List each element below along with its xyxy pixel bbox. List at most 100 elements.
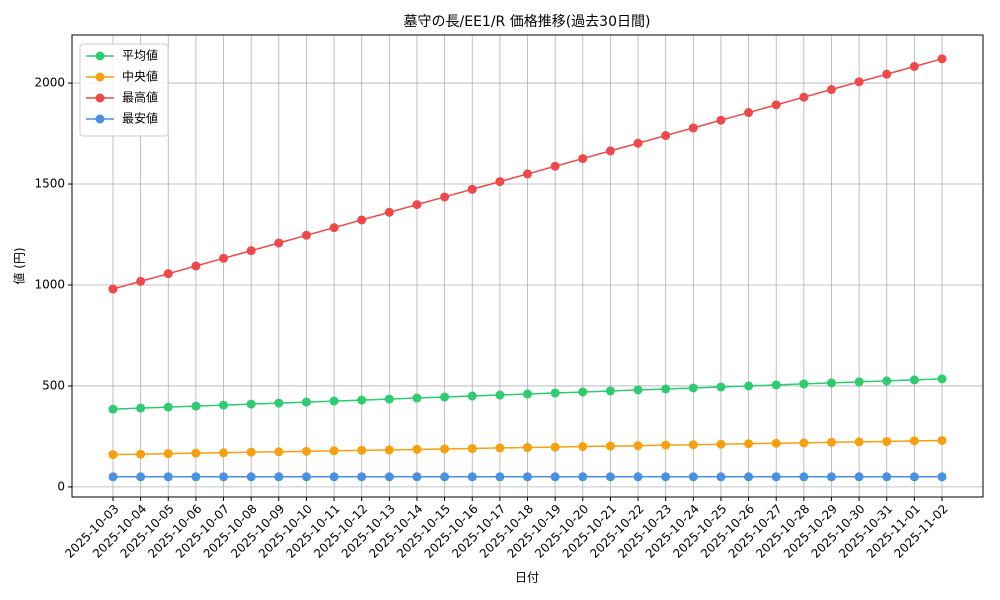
data-point [412, 472, 422, 482]
data-point [578, 472, 588, 482]
data-point [633, 472, 643, 482]
y-axis-label: 値 (円) [12, 247, 27, 284]
data-point [301, 397, 311, 407]
data-point [578, 442, 588, 452]
data-point [523, 389, 532, 399]
data-point [191, 401, 201, 411]
data-point [329, 472, 339, 482]
data-point [909, 436, 919, 446]
data-point [716, 382, 726, 392]
data-point [384, 472, 394, 482]
data-point [274, 472, 284, 482]
data-point [909, 62, 919, 71]
data-point [633, 138, 643, 148]
data-point [136, 472, 146, 482]
data-point [826, 437, 836, 447]
data-point [384, 445, 394, 455]
data-point [523, 169, 532, 179]
y-tick-label: 1500 [34, 177, 65, 191]
data-point [329, 446, 339, 456]
data-point [633, 441, 643, 451]
data-point [744, 439, 754, 449]
data-point [826, 378, 836, 388]
data-point [191, 472, 201, 482]
data-point [799, 379, 809, 389]
x-axis-label: 日付 [515, 571, 539, 585]
data-point [688, 123, 698, 133]
data-point [136, 449, 146, 459]
data-point [467, 444, 477, 454]
data-point [274, 447, 284, 457]
legend-marker [95, 72, 105, 82]
data-point [301, 472, 311, 482]
data-point [440, 192, 450, 202]
data-point [108, 284, 118, 294]
data-point [163, 449, 173, 459]
data-point [163, 269, 173, 279]
data-point [771, 100, 781, 110]
data-point [550, 161, 560, 171]
data-point [771, 472, 781, 482]
data-point [495, 472, 505, 482]
data-point [716, 472, 726, 482]
data-point [744, 472, 754, 482]
data-point [688, 472, 698, 482]
data-point [882, 472, 892, 482]
data-point [495, 390, 505, 400]
data-point [550, 472, 560, 482]
data-point [357, 215, 367, 225]
legend-label: 最安値 [122, 111, 158, 126]
y-tick-label: 500 [42, 378, 65, 392]
data-point [826, 85, 836, 95]
data-point [909, 472, 919, 482]
plot-frame [71, 34, 984, 498]
legend-box [79, 43, 169, 137]
data-point [219, 400, 229, 410]
data-point [523, 472, 532, 482]
data-point [357, 472, 367, 482]
data-point [136, 276, 146, 286]
data-point [937, 435, 947, 445]
data-point [937, 54, 947, 64]
data-point [771, 438, 781, 448]
data-point [440, 444, 450, 454]
data-point [191, 448, 201, 458]
data-point [440, 392, 450, 402]
data-point [744, 108, 754, 118]
data-point [550, 442, 560, 452]
legend-label: 平均値 [122, 48, 158, 63]
data-point [550, 388, 560, 398]
data-point [246, 472, 256, 482]
data-point [688, 383, 698, 393]
data-point [219, 448, 229, 458]
data-point [854, 472, 864, 482]
data-point [716, 115, 726, 125]
legend-marker [95, 114, 105, 124]
legend-label: 最高値 [122, 90, 158, 105]
data-point [219, 253, 229, 263]
data-point [108, 472, 118, 482]
data-point [495, 177, 505, 187]
data-point [633, 385, 643, 395]
data-point [799, 438, 809, 448]
data-point [661, 384, 671, 394]
data-point [523, 443, 532, 453]
data-point [854, 77, 864, 87]
data-point [578, 154, 588, 164]
data-point [274, 238, 284, 248]
legend-marker [95, 93, 105, 103]
data-point [329, 223, 339, 233]
data-point [716, 439, 726, 449]
data-point [384, 207, 394, 217]
data-point [412, 444, 422, 454]
data-point [661, 472, 671, 482]
data-point [329, 396, 339, 406]
chart-title: 墓守の長/EE1/R 価格推移(過去30日間) [404, 14, 651, 30]
data-point [191, 261, 201, 271]
data-point [937, 472, 947, 482]
data-point [909, 375, 919, 385]
y-tick-label: 2000 [34, 76, 65, 90]
data-point [605, 386, 615, 396]
data-point [246, 246, 256, 256]
